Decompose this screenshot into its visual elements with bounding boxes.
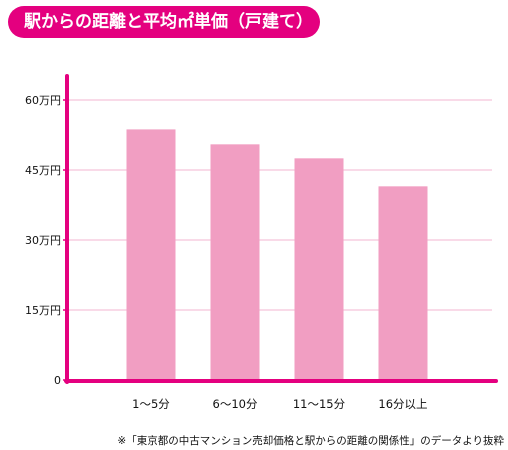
y-tick-labels: 0 15万円 30万円 45万円 60万円 — [25, 94, 67, 387]
y-tick-label: 0 — [54, 374, 61, 387]
y-tick-label: 60万円 — [25, 94, 61, 107]
y-tick-label: 45万円 — [25, 164, 61, 177]
chart-title: 駅からの距離と平均㎡単価（戸建て） — [8, 6, 320, 38]
x-category-label: 16分以上 — [378, 397, 427, 411]
category-labels: 1〜5分 6〜10分 11〜15分 16分以上 — [132, 397, 427, 411]
bar — [294, 158, 344, 380]
x-category-label: 1〜5分 — [132, 397, 170, 411]
y-tick-label: 30万円 — [25, 234, 61, 247]
x-category-label: 6〜10分 — [213, 397, 258, 411]
bar — [210, 144, 260, 380]
axes — [64, 74, 498, 384]
y-tick-label: 15万円 — [25, 304, 61, 317]
bar — [378, 186, 428, 380]
bars — [126, 129, 428, 380]
bar — [126, 129, 176, 380]
x-category-label: 11〜15分 — [293, 397, 346, 411]
source-footnote: ※「東京都の中古マンション売却価格と駅からの距離の関係性」のデータより抜粋 — [117, 435, 504, 447]
